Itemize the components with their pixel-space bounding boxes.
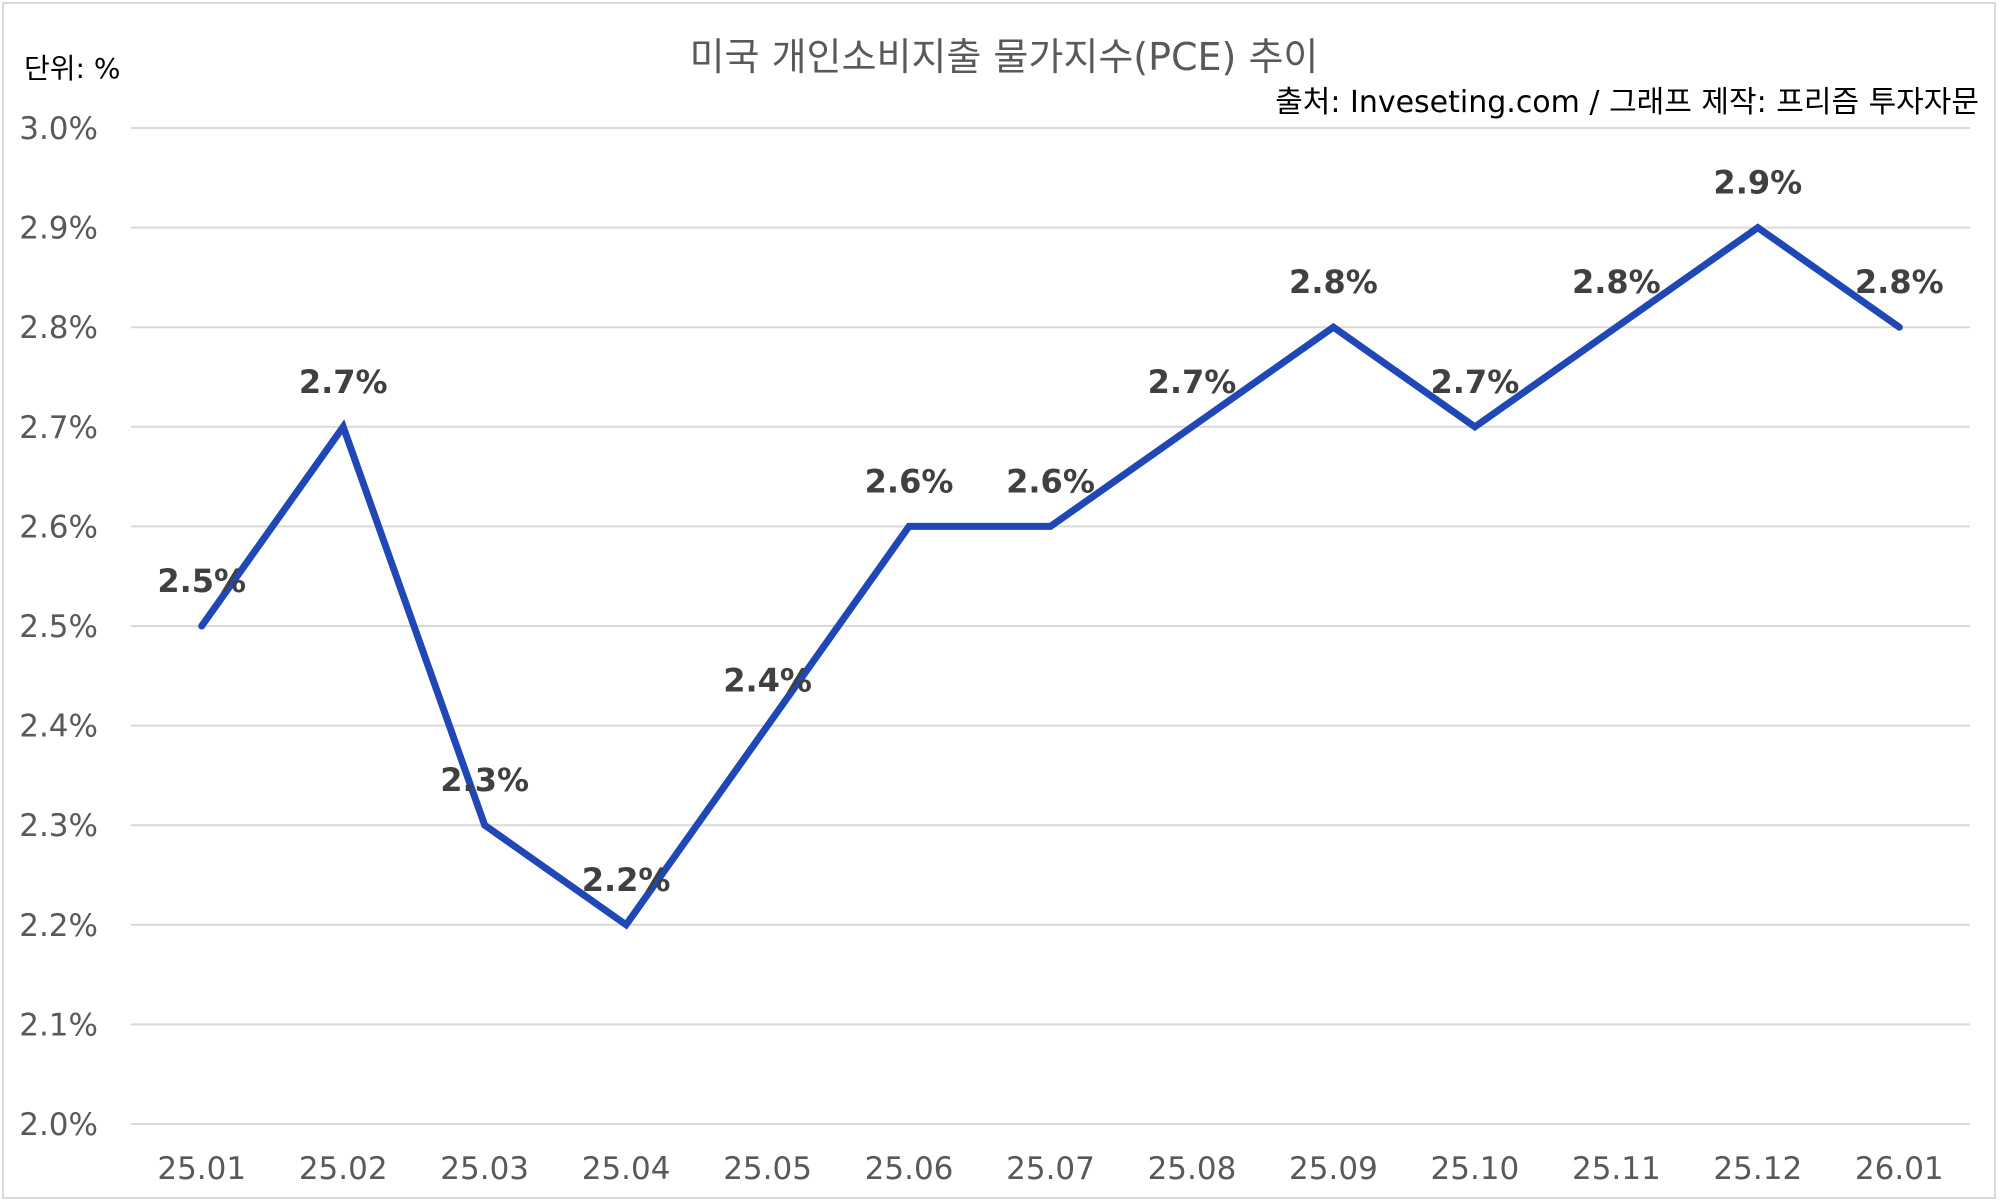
x-tick-label: 25.04 (582, 1151, 671, 1187)
y-tick-label: 2.2% (19, 908, 98, 944)
data-label: 2.8% (1855, 263, 1944, 301)
data-label: 2.4% (723, 662, 812, 700)
y-axis: 2.0% 2.1% 2.2% 2.3% 2.4% 2.5% 2.6% 2.7% 2.8% 2.9%… (19, 111, 98, 1143)
data-label: 2.7% (299, 363, 388, 401)
y-tick-label: 2.6% (19, 509, 98, 545)
x-axis: 25.01 25.02 25.03 25.04 25.05 25.06 25.07 25.08… (157, 1151, 1943, 1187)
y-tick-label: 2.7% (19, 410, 98, 446)
x-tick-label: 25.03 (440, 1151, 529, 1187)
y-tick-label: 2.1% (19, 1007, 98, 1043)
y-tick-label: 2.5% (19, 609, 98, 645)
y-tick-label: 2.3% (19, 808, 98, 844)
grid-layer (131, 127, 1970, 1125)
y-tick-label: 2.9% (19, 211, 98, 247)
x-tick-label: 25.05 (723, 1151, 812, 1187)
data-label: 2.6% (865, 462, 954, 500)
data-label: 2.7% (1431, 363, 1520, 401)
chart-title: 미국 개인소비지출 물가지수(PCE) 추이 (690, 35, 1319, 79)
x-tick-label: 26.01 (1855, 1151, 1944, 1187)
data-label: 2.6% (1006, 462, 1095, 500)
x-tick-label: 25.08 (1148, 1151, 1237, 1187)
y-tick-label: 2.0% (19, 1107, 98, 1143)
x-tick-label: 25.01 (157, 1151, 246, 1187)
data-labels: 2.5% 2.7% 2.3% 2.2% 2.4% 2.6% 2.6% 2.7% 2.8% 2.7%… (157, 164, 1943, 899)
y-tick-label: 3.0% (19, 111, 98, 147)
x-tick-label: 25.12 (1713, 1151, 1802, 1187)
data-label: 2.8% (1289, 263, 1378, 301)
x-tick-label: 25.02 (299, 1151, 388, 1187)
y-tick-label: 2.4% (19, 709, 98, 745)
series-layer (198, 223, 1903, 930)
data-label: 2.9% (1713, 164, 1802, 202)
x-tick-label: 25.11 (1572, 1151, 1661, 1187)
data-label: 2.2% (582, 861, 671, 899)
data-label: 2.5% (157, 562, 246, 600)
unit-label: 단위: % (24, 52, 120, 85)
x-tick-label: 25.10 (1431, 1151, 1520, 1187)
data-label: 2.7% (1148, 363, 1237, 401)
data-label: 2.3% (440, 761, 529, 799)
y-tick-label: 2.8% (19, 310, 98, 346)
data-label: 2.8% (1572, 263, 1661, 301)
x-tick-label: 25.09 (1289, 1151, 1378, 1187)
series-line (198, 223, 1903, 930)
x-tick-label: 25.06 (865, 1151, 954, 1187)
chart-svg: 미국 개인소비지출 물가지수(PCE) 추이 단위: % 출처: Inveset… (19, 35, 1979, 1187)
x-tick-label: 25.07 (1006, 1151, 1095, 1187)
source-label: 출처: Inveseting.com / 그래프 제작: 프리즘 투자자문 (1275, 85, 1979, 120)
